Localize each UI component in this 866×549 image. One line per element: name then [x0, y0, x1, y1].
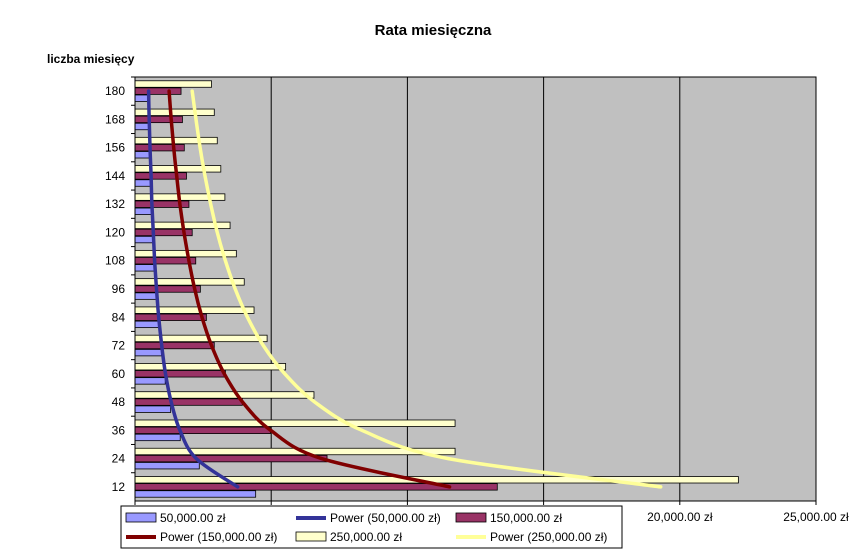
bar	[134, 80, 212, 88]
bar	[134, 490, 257, 498]
bar	[134, 454, 328, 463]
bar	[134, 426, 271, 434]
bar	[134, 419, 456, 427]
y-tick-label: 24	[112, 452, 126, 466]
bar	[134, 235, 155, 244]
bar	[134, 179, 153, 187]
x-tick-label: 25,000.00 zł	[783, 510, 849, 524]
bar	[134, 285, 201, 293]
bar	[134, 341, 215, 350]
x-tick-label: 20,000.00 zł	[647, 510, 713, 524]
bar	[134, 136, 218, 145]
bar	[134, 207, 154, 215]
bar	[134, 313, 207, 321]
y-tick-label: 36	[112, 423, 126, 437]
bar	[134, 391, 315, 399]
bar	[134, 320, 160, 329]
plot-area	[135, 77, 816, 501]
bar	[134, 278, 245, 286]
bar	[134, 377, 166, 385]
y-tick-label: 180	[105, 84, 125, 98]
bar	[134, 144, 185, 152]
legend-swatch	[295, 531, 327, 542]
plot-border	[134, 76, 817, 502]
y-tick-label: 120	[105, 226, 125, 240]
trendline	[146, 89, 240, 489]
y-tick-label: 96	[112, 282, 126, 296]
axes: 1224364860728496108120132144156168180020…	[105, 76, 849, 524]
bar	[134, 370, 226, 378]
legend-swatch	[455, 512, 487, 523]
trendlines	[146, 89, 663, 489]
y-tick-label: 12	[112, 480, 126, 494]
y-tick-label: 84	[112, 310, 126, 324]
bar	[134, 257, 197, 265]
bar	[134, 405, 172, 413]
legend-label: 50,000.00 zł	[160, 511, 226, 525]
bar	[134, 292, 157, 300]
trendline	[167, 89, 452, 489]
y-tick-label: 144	[105, 169, 125, 183]
bar	[134, 115, 183, 124]
y-tick-label: 156	[105, 141, 125, 155]
legend-label: Power (50,000.00 zł)	[330, 511, 441, 525]
legend-label: 150,000.00 zł	[490, 511, 562, 525]
bar	[134, 172, 187, 180]
y-tick-label: 132	[105, 197, 125, 211]
bar	[134, 264, 156, 272]
bar	[134, 363, 287, 371]
bar	[134, 87, 182, 95]
y-tick-label: 60	[112, 367, 126, 381]
legend-label: 250,000.00 zł	[330, 530, 402, 544]
legend-label: Power (150,000.00 zł)	[160, 530, 277, 544]
y-tick-label: 168	[105, 112, 125, 126]
legend-swatch	[125, 512, 157, 523]
bar	[134, 398, 243, 406]
bar	[134, 334, 268, 343]
legend-box	[120, 505, 623, 549]
y-axis-label: liczba miesięcy	[47, 52, 135, 66]
bar	[134, 348, 162, 357]
trendline	[190, 89, 663, 489]
bar	[134, 433, 181, 442]
bar	[134, 306, 255, 314]
legend: 50,000.00 zł Power (50,000.00 zł) 150,000.…	[120, 505, 623, 549]
y-tick-label: 108	[105, 254, 125, 268]
chart-title: Rata miesięczna	[375, 22, 492, 39]
bar	[134, 462, 200, 470]
y-tick-label: 72	[112, 339, 126, 353]
legend-label: Power (250,000.00 zł)	[490, 530, 607, 544]
bar	[134, 108, 215, 116]
y-tick-label: 48	[112, 395, 126, 409]
